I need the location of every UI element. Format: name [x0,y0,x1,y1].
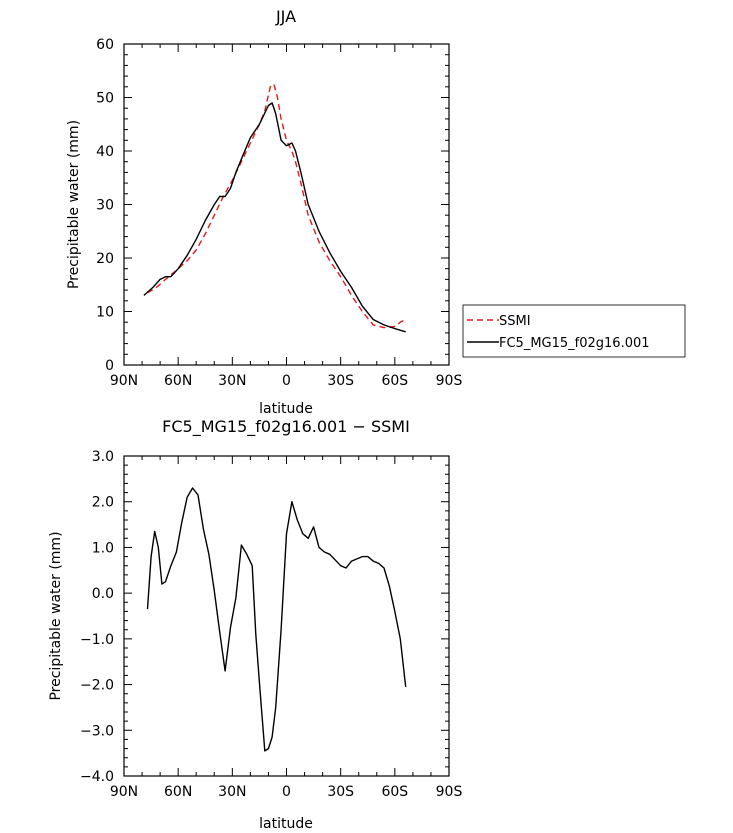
x-axis-label: latitude [259,401,313,417]
y-tick-label: 10 [96,305,114,321]
y-tick-label: 3.0 [92,449,114,465]
y-axis-label: Precipitable water (mm) [66,120,82,289]
y-tick-label: 60 [96,37,114,53]
legend-label-ssmi: SSMI [499,314,531,329]
series-line-model [143,102,406,333]
y-tick-label: −3.0 [80,723,114,739]
series-group [146,487,407,752]
x-tick-labels: 90N 60N 30N 0 30S 60S 90S [110,373,463,389]
x-tick-label: 90S [436,784,463,800]
y-tick-label: 2.0 [92,495,114,511]
legend-box [462,304,686,358]
x-axis-label: latitude [259,816,313,832]
y-axis-label: Precipitable water (mm) [48,531,64,700]
chart-title: FC5_MG15_f02g16.001 − SSMI [162,417,410,437]
y-tick-label: 20 [96,251,114,267]
series-line-difference [146,487,407,752]
x-tick-labels: 90N 60N 30N 0 30S 60S 90S [110,784,463,800]
y-tick-labels: 3.0 2.0 1.0 0.0 −1.0 −2.0 −3.0 −4.0 [80,449,114,785]
x-tick-label: 30N [218,373,246,389]
y-tick-label: 50 [96,91,114,107]
y-tick-label: −4.0 [80,769,114,785]
x-tick-label: 0 [282,373,291,389]
x-tick-label: 60S [381,784,408,800]
series-line-ssmi [147,83,407,329]
chart-panel-top: JJA 90N 60N 30N 0 30S 60S 90S 0 10 20 30 40 50 60 la… [66,7,686,417]
legend: SSMI FC5_MG15_f02g16.001 [462,304,686,358]
y-tick-label: 40 [96,144,114,160]
series-group [143,83,407,333]
x-tick-label: 0 [282,784,291,800]
legend-label-model: FC5_MG15_f02g16.001 [499,336,650,351]
y-tick-label: 0.0 [92,586,114,602]
x-tick-label: 30S [327,784,354,800]
x-tick-label: 90N [110,373,138,389]
y-tick-labels: 0 10 20 30 40 50 60 [96,37,114,374]
y-tick-label: −1.0 [80,632,114,648]
x-tick-label: 90S [436,373,463,389]
tick-marks [123,43,450,366]
x-tick-label: 90N [110,784,138,800]
plot-frame [123,455,450,777]
x-tick-label: 60N [164,373,192,389]
chart-title: JJA [275,7,296,26]
y-tick-label: 30 [96,198,114,214]
y-tick-label: 1.0 [92,540,114,556]
x-tick-label: 60N [164,784,192,800]
tick-marks [123,455,450,777]
x-tick-label: 30N [218,784,246,800]
y-tick-label: −2.0 [80,678,114,694]
plot-frame [123,43,450,366]
x-tick-label: 30S [327,373,354,389]
chart-panel-bottom: FC5_MG15_f02g16.001 − SSMI 90N 60N 30N 0 30S… [48,417,462,832]
y-tick-label: 0 [105,358,114,374]
x-tick-label: 60S [381,373,408,389]
